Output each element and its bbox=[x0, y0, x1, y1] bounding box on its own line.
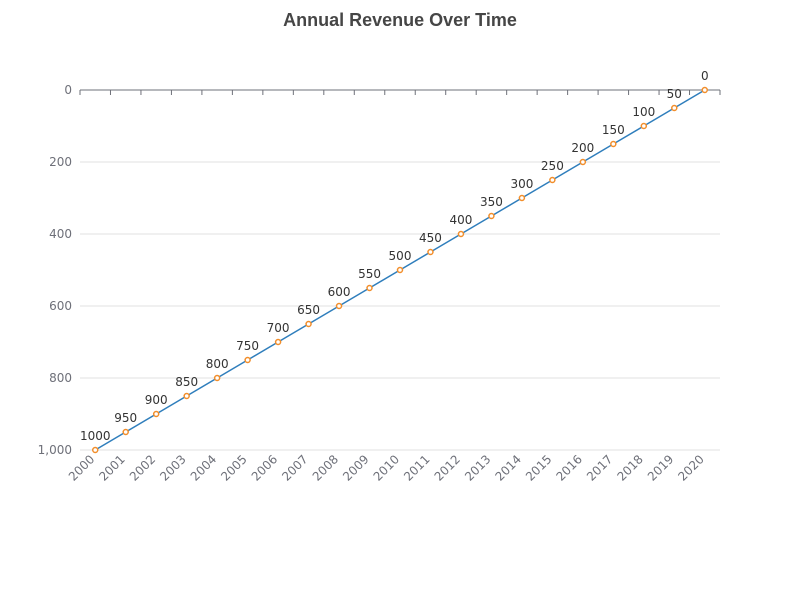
data-point bbox=[335, 302, 343, 310]
data-point bbox=[640, 122, 648, 130]
data-point bbox=[152, 410, 160, 418]
data-point bbox=[274, 338, 282, 346]
x-tick-label: 2008 bbox=[310, 452, 341, 483]
data-label: 50 bbox=[667, 87, 682, 101]
x-tick-label: 2015 bbox=[523, 452, 554, 483]
x-tick-label: 2007 bbox=[279, 452, 310, 483]
x-tick-label: 2010 bbox=[371, 452, 402, 483]
data-label: 150 bbox=[602, 123, 625, 137]
x-tick-label: 2004 bbox=[188, 452, 219, 483]
data-point bbox=[488, 212, 495, 220]
x-tick-label: 2017 bbox=[584, 452, 615, 483]
data-label: 750 bbox=[236, 339, 259, 353]
data-point bbox=[396, 266, 404, 274]
data-point bbox=[518, 194, 526, 202]
x-tick-label: 2009 bbox=[340, 452, 371, 483]
data-label: 400 bbox=[449, 213, 472, 227]
data-label: 200 bbox=[571, 141, 594, 155]
data-point bbox=[244, 356, 251, 364]
data-point bbox=[122, 428, 129, 436]
data-point bbox=[91, 446, 99, 454]
data-label: 850 bbox=[175, 375, 198, 389]
x-tick-label: 2001 bbox=[96, 452, 127, 483]
data-label: 0 bbox=[701, 69, 709, 83]
data-point bbox=[671, 104, 678, 112]
y-tick-label: 600 bbox=[49, 299, 72, 313]
data-point bbox=[579, 158, 587, 166]
x-tick-label: 2002 bbox=[127, 452, 158, 483]
data-label: 100 bbox=[632, 105, 655, 119]
x-tick-label: 2003 bbox=[157, 452, 188, 483]
data-point bbox=[549, 176, 556, 184]
data-label: 900 bbox=[145, 393, 168, 407]
data-label: 700 bbox=[267, 321, 290, 335]
data-label: 950 bbox=[114, 411, 137, 425]
data-label: 650 bbox=[297, 303, 320, 317]
data-label: 600 bbox=[328, 285, 351, 299]
x-tick-label: 2006 bbox=[249, 452, 280, 483]
x-tick-label: 2012 bbox=[432, 452, 463, 483]
x-tick-label: 2013 bbox=[462, 452, 493, 483]
y-tick-label: 800 bbox=[49, 371, 72, 385]
x-tick-label: 2018 bbox=[614, 452, 645, 483]
x-tick-label: 2019 bbox=[645, 452, 676, 483]
x-tick-label: 2014 bbox=[493, 452, 524, 483]
data-point bbox=[213, 374, 221, 382]
x-tick-label: 2020 bbox=[675, 452, 706, 483]
data-point bbox=[610, 140, 617, 148]
data-label: 450 bbox=[419, 231, 442, 245]
data-label: 300 bbox=[510, 177, 533, 191]
data-label: 250 bbox=[541, 159, 564, 173]
data-label: 500 bbox=[389, 249, 412, 263]
data-point bbox=[701, 86, 709, 94]
axis-layer: 0 200 400 600 800 1,000 bbox=[38, 83, 721, 457]
data-point bbox=[457, 230, 465, 238]
data-point bbox=[366, 284, 373, 292]
chart-title: Annual Revenue Over Time bbox=[283, 10, 517, 30]
y-tick-label: 400 bbox=[49, 227, 72, 241]
data-point bbox=[183, 392, 190, 400]
data-label: 800 bbox=[206, 357, 229, 371]
series-layer bbox=[91, 86, 709, 454]
data-point bbox=[427, 248, 434, 256]
data-label: 550 bbox=[358, 267, 381, 281]
label-layer: 200 0 200120022003200420052006200720082009… bbox=[66, 69, 709, 484]
y-tick-label: 1,000 bbox=[38, 443, 72, 457]
x-tick-label: 2011 bbox=[401, 452, 432, 483]
x-tick-label: 2016 bbox=[553, 452, 584, 483]
x-tick-label: 2005 bbox=[218, 452, 249, 483]
y-tick-label: 200 bbox=[49, 155, 72, 169]
data-point bbox=[305, 320, 312, 328]
data-label: 350 bbox=[480, 195, 503, 209]
data-label: 1000 bbox=[80, 429, 111, 443]
y-tick-label: 0 bbox=[64, 83, 72, 97]
grid-layer bbox=[80, 161, 720, 451]
